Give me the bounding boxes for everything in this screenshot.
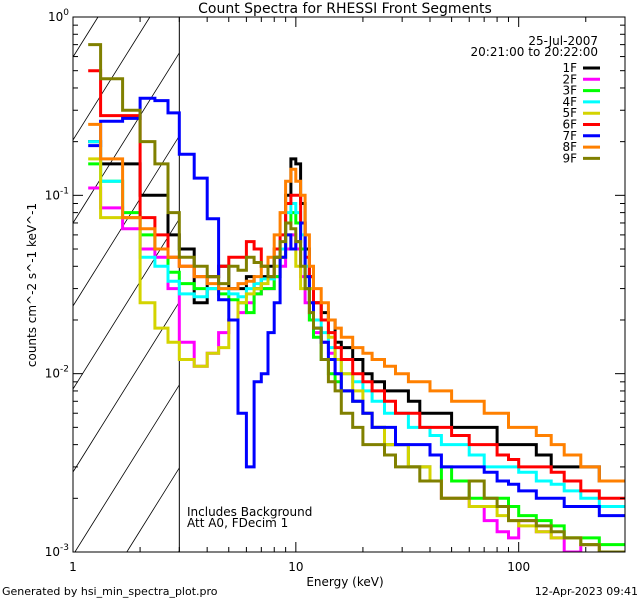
y-tick-label: 10-1: [45, 186, 69, 202]
legend-label-1f: 1F: [562, 61, 577, 75]
chart-title: Count Spectra for RHESSI Front Segments: [198, 1, 492, 17]
series-line-7f: [88, 96, 625, 518]
y-tick-label: 10-3: [45, 543, 69, 559]
hatch-line: [72, 16, 99, 58]
plot-frame: [72, 16, 626, 553]
x-tick-label: 100: [507, 560, 530, 574]
series-line-9f: [88, 43, 625, 552]
x-tick-label: 10: [288, 560, 303, 574]
legend-label-2f: 2F: [562, 72, 577, 86]
hatch-line: [72, 52, 180, 224]
legend-label-5f: 5F: [562, 106, 577, 120]
legend-label-9f: 9F: [562, 151, 577, 165]
series-line-5f: [88, 157, 625, 552]
hatch-line: [72, 135, 180, 307]
time-range-label: 20:21:00 to 20:22:00: [471, 45, 598, 59]
legend-label-4f: 4F: [562, 95, 577, 109]
hatch-line: [72, 218, 180, 390]
hatch-line: [126, 467, 180, 553]
hatched-region: [72, 16, 180, 553]
date-label: 25-Jul-2007: [528, 34, 598, 48]
hatch-line: [72, 301, 180, 473]
legend-label-3f: 3F: [562, 84, 577, 98]
series-group: [88, 43, 625, 552]
annotation-attenuator: Att A0, FDecim 1: [187, 516, 288, 530]
legend-label-8f: 8F: [562, 140, 577, 154]
x-axis-label: Energy (keV): [306, 575, 383, 589]
footer-timestamp: 12-Apr-2023 09:41: [535, 585, 638, 598]
y-axis-label: counts cm^-2 s^-1 keV^-1: [25, 203, 39, 367]
axis-ticks: 1 10 100 100 10-1 10-2 10-3: [45, 8, 626, 574]
annotation-background: Includes Background: [187, 505, 312, 519]
legend-label-7f: 7F: [562, 129, 577, 143]
y-tick-label: 10-2: [45, 365, 69, 381]
hatch-line: [74, 384, 180, 553]
y-tick-label: 100: [48, 8, 69, 24]
legend-label-6f: 6F: [562, 118, 577, 132]
footer-generated-by: Generated by hsi_min_spectra_plot.pro: [2, 585, 218, 598]
x-tick-label: 1: [69, 560, 77, 574]
